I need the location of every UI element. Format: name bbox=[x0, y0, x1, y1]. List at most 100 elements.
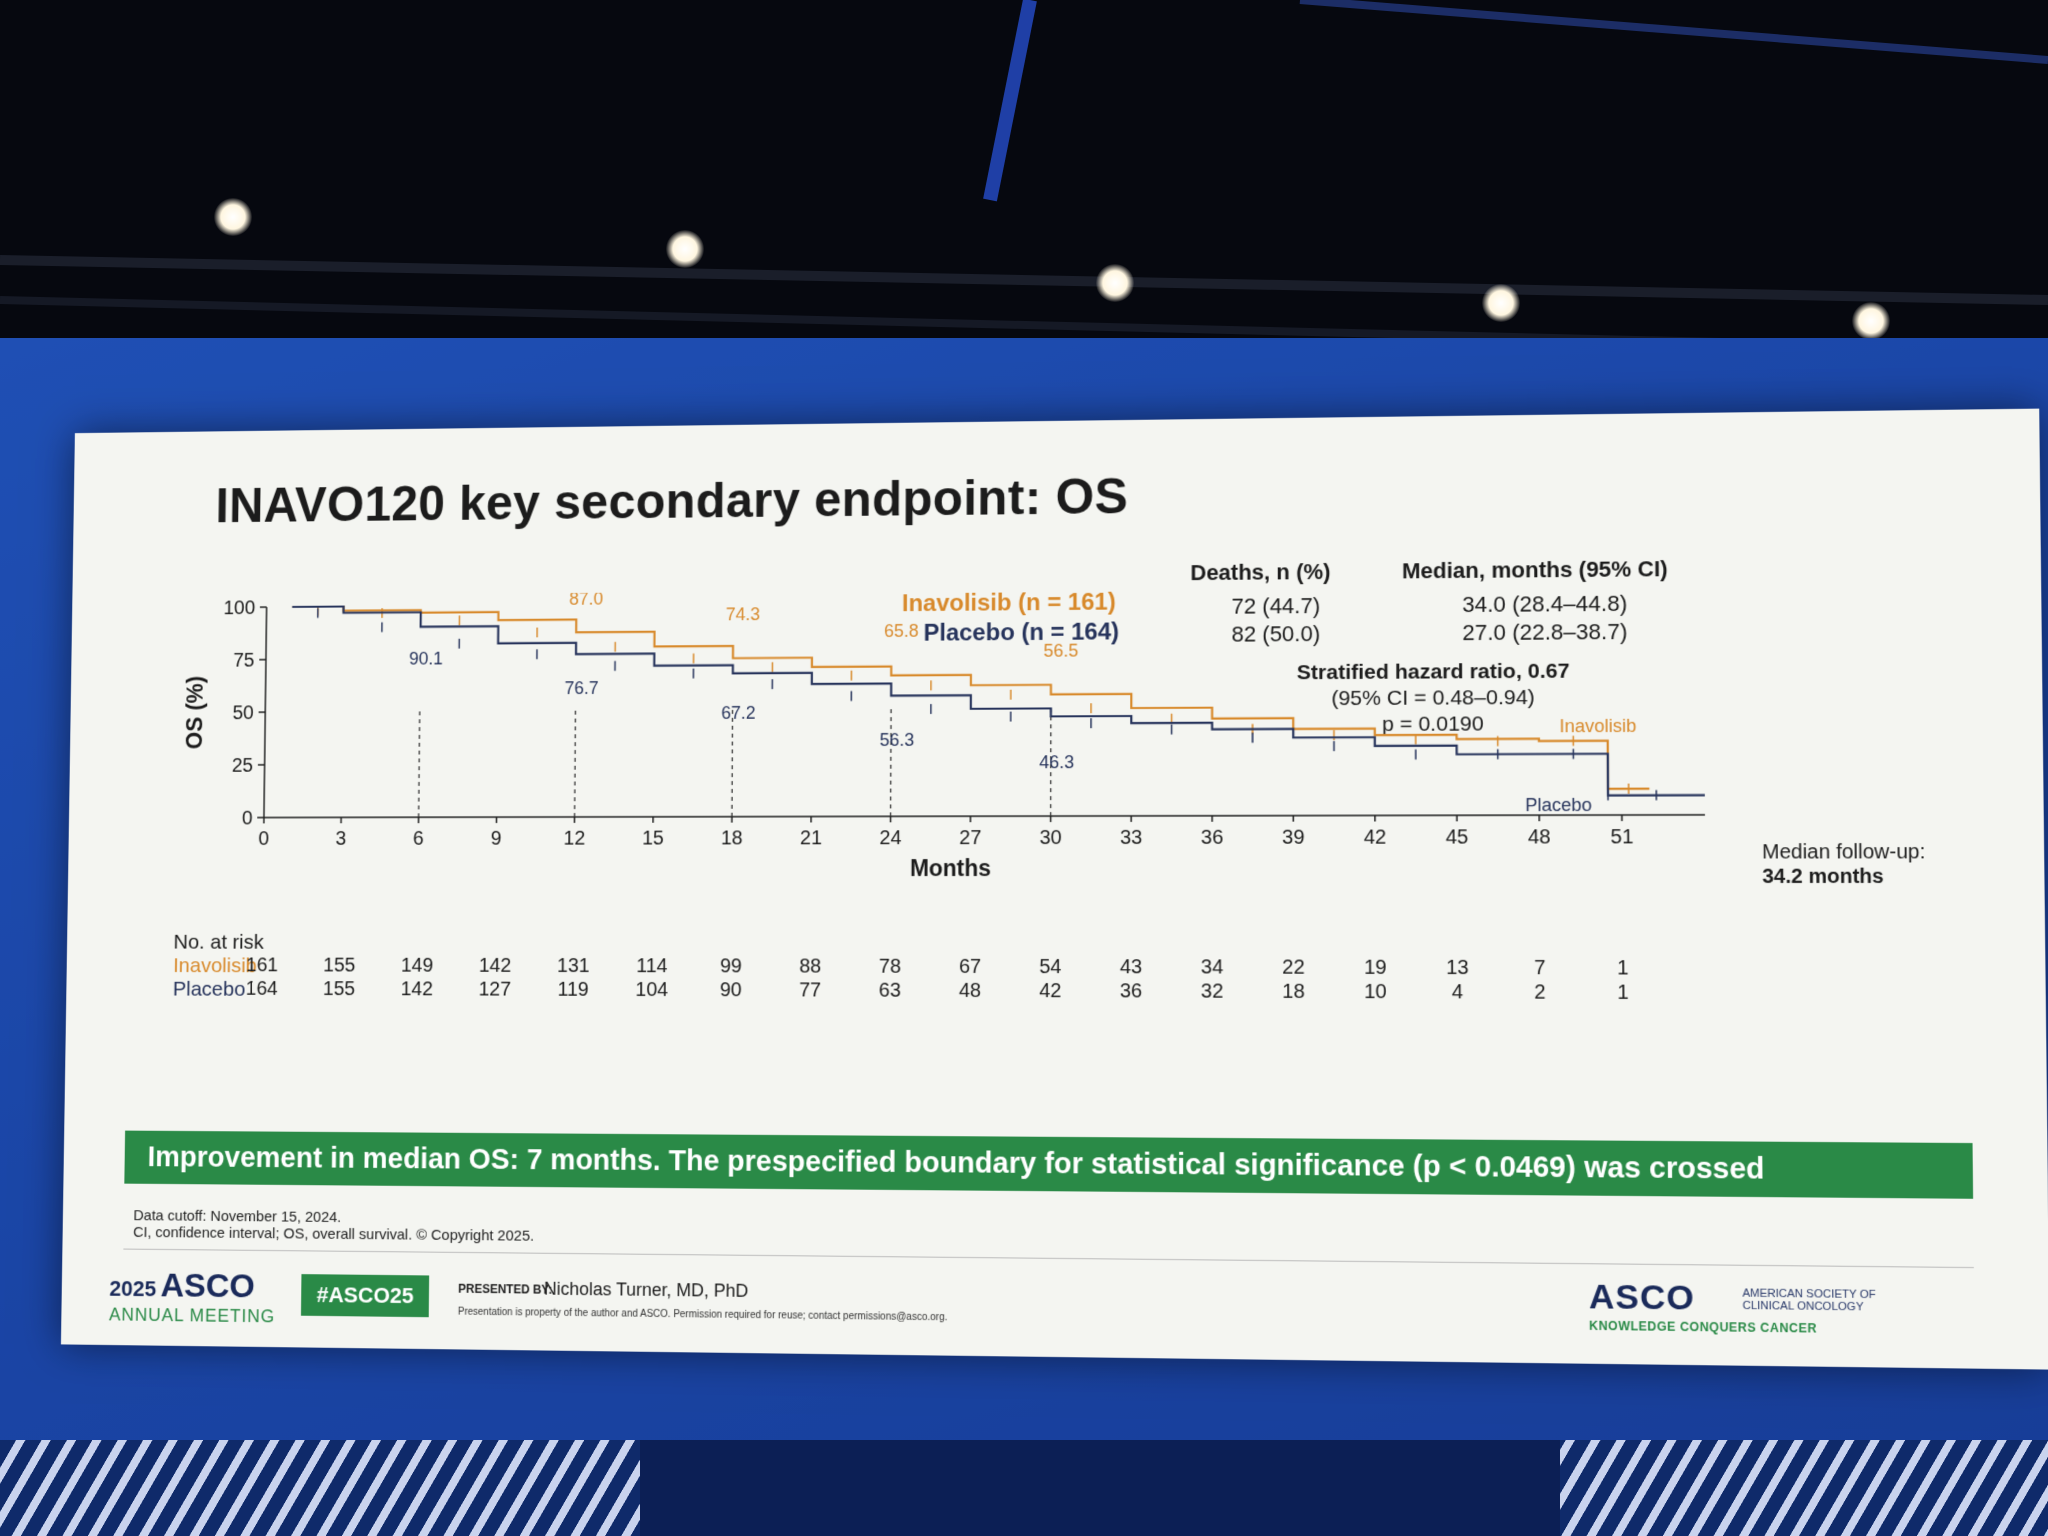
risk-count-inavolisib: 78 bbox=[865, 956, 915, 979]
meeting-year: 2025 bbox=[109, 1276, 156, 1301]
x-tick-label: 9 bbox=[491, 828, 502, 850]
hashtag-badge: #ASCO25 bbox=[301, 1274, 429, 1317]
risk-count-placebo: 164 bbox=[238, 978, 286, 1001]
risk-count-placebo: 2 bbox=[1514, 981, 1565, 1005]
x-tick-label: 18 bbox=[721, 827, 743, 849]
km-curve-placebo bbox=[290, 596, 1705, 798]
y-tick-label: 100 bbox=[223, 597, 255, 619]
property-note: Presentation is property of the author a… bbox=[458, 1307, 948, 1324]
ceiling-light bbox=[214, 198, 252, 236]
presentation-slide: INAVO120 key secondary endpoint: OS Inav… bbox=[61, 409, 2048, 1370]
risk-count-inavolisib: 22 bbox=[1268, 956, 1319, 979]
asco-society-logo: ASCO bbox=[1589, 1278, 1695, 1319]
asco-meeting-logo: 2025 ASCO ANNUAL MEETING bbox=[109, 1266, 276, 1327]
slide-title: INAVO120 key secondary endpoint: OS bbox=[215, 468, 1128, 534]
risk-count-inavolisib: 54 bbox=[1025, 956, 1075, 979]
risk-count-placebo: 142 bbox=[393, 978, 442, 1001]
y-tick-label: 75 bbox=[233, 650, 255, 672]
median-header: Median, months (95% CI) bbox=[1402, 556, 1668, 584]
risk-count-inavolisib: 99 bbox=[706, 955, 755, 978]
landmark-dash bbox=[419, 711, 420, 817]
footer-divider bbox=[123, 1249, 1973, 1269]
risk-count-placebo: 77 bbox=[785, 979, 834, 1002]
meeting-brand: ASCO bbox=[160, 1267, 255, 1306]
risk-count-placebo: 155 bbox=[315, 978, 363, 1001]
risk-count-placebo: 32 bbox=[1187, 980, 1237, 1003]
conclusion-banner: Improvement in median OS: 7 months. The … bbox=[124, 1131, 1973, 1199]
landmark-value-placebo: 56.3 bbox=[880, 729, 915, 749]
ceiling-light bbox=[1852, 302, 1890, 340]
curve-label-inavolisib: Inavolisib bbox=[1559, 715, 1636, 736]
landmark-dash bbox=[732, 710, 733, 817]
x-tick-label: 39 bbox=[1282, 826, 1305, 849]
risk-count-inavolisib: 131 bbox=[549, 955, 598, 978]
risk-count-placebo: 4 bbox=[1432, 981, 1483, 1004]
x-tick-label: 6 bbox=[413, 828, 424, 850]
risk-count-placebo: 42 bbox=[1025, 980, 1075, 1003]
risk-count-inavolisib: 155 bbox=[315, 955, 363, 978]
risk-count-inavolisib: 114 bbox=[627, 955, 676, 978]
ceiling-light bbox=[666, 230, 704, 268]
risk-count-placebo: 36 bbox=[1106, 980, 1156, 1003]
x-tick-label: 42 bbox=[1364, 826, 1387, 849]
x-tick-label: 51 bbox=[1611, 826, 1634, 849]
risk-count-placebo: 48 bbox=[945, 980, 995, 1003]
risk-label-placebo: Placebo bbox=[173, 978, 246, 1002]
x-tick-label: 12 bbox=[564, 827, 586, 849]
asco-society-line2: CLINICAL ONCOLOGY bbox=[1743, 1300, 1864, 1314]
risk-count-placebo: 18 bbox=[1268, 981, 1319, 1004]
x-tick-label: 33 bbox=[1120, 827, 1142, 849]
landmark-value-inavolisib: 74.3 bbox=[726, 604, 761, 624]
x-tick-label: 24 bbox=[879, 827, 901, 849]
meeting-sub: ANNUAL MEETING bbox=[109, 1305, 275, 1328]
risk-count-placebo: 119 bbox=[549, 979, 598, 1002]
os-kaplan-meier-chart: 02550751000 3 6 9 12 15 18 21 24 27 30 33 36 39 42 45 48… bbox=[162, 584, 1752, 919]
risk-count-inavolisib: 142 bbox=[471, 955, 520, 978]
landmark-value-placebo: 46.3 bbox=[1039, 752, 1074, 772]
y-tick-label: 25 bbox=[232, 755, 254, 777]
followup-value: 34.2 months bbox=[1762, 866, 1884, 890]
stage-floor bbox=[640, 1440, 1560, 1536]
risk-count-inavolisib: 43 bbox=[1106, 956, 1156, 979]
risk-count-placebo: 1 bbox=[1597, 981, 1649, 1005]
presenter-name: Nicholas Turner, MD, PhD bbox=[544, 1279, 749, 1302]
landmark-value-inavolisib: 56.5 bbox=[1044, 641, 1079, 661]
x-axis-title: Months bbox=[910, 856, 991, 881]
followup-label: Median follow-up: bbox=[1762, 841, 1925, 865]
landmark-value-placebo: 67.2 bbox=[721, 702, 755, 722]
risk-count-placebo: 127 bbox=[470, 979, 519, 1002]
x-tick-label: 15 bbox=[642, 827, 664, 849]
x-tick-label: 3 bbox=[335, 828, 346, 850]
x-tick-label: 27 bbox=[959, 827, 981, 849]
landmark-value-inavolisib: 87.0 bbox=[569, 589, 603, 609]
risk-count-inavolisib: 1 bbox=[1597, 957, 1649, 981]
y-tick-label: 0 bbox=[242, 808, 253, 830]
x-tick-label: 48 bbox=[1528, 826, 1551, 849]
y-tick-label: 50 bbox=[232, 702, 254, 724]
ceiling-light bbox=[1482, 284, 1520, 322]
footnote-cutoff: Data cutoff: November 15, 2024. bbox=[133, 1207, 341, 1226]
ceiling-light bbox=[1096, 264, 1134, 302]
deaths-header: Deaths, n (%) bbox=[1190, 559, 1330, 586]
risk-count-inavolisib: 34 bbox=[1187, 956, 1237, 979]
presented-by-label: PRESENTED BY: bbox=[458, 1282, 552, 1297]
asco-logo-text: ASCO bbox=[1589, 1278, 1695, 1318]
x-axis bbox=[264, 815, 1705, 818]
risk-count-inavolisib: 7 bbox=[1514, 957, 1565, 980]
risk-count-inavolisib: 88 bbox=[786, 956, 835, 979]
landmark-value-inavolisib: 65.8 bbox=[884, 620, 919, 640]
x-tick-label: 36 bbox=[1201, 826, 1223, 848]
curve-label-placebo: Placebo bbox=[1525, 795, 1592, 816]
landmark-value-placebo: 76.7 bbox=[564, 678, 598, 698]
risk-count-placebo: 10 bbox=[1350, 981, 1401, 1004]
risk-count-inavolisib: 161 bbox=[238, 955, 286, 978]
x-tick-label: 0 bbox=[258, 828, 269, 850]
footnote-abbrev: CI, confidence interval; OS, overall sur… bbox=[133, 1224, 534, 1245]
landmark-dash bbox=[575, 711, 576, 817]
risk-count-placebo: 90 bbox=[706, 979, 755, 1002]
x-tick-label: 21 bbox=[800, 827, 822, 849]
risk-count-inavolisib: 13 bbox=[1432, 957, 1483, 980]
risk-count-inavolisib: 19 bbox=[1350, 957, 1401, 980]
risk-count-placebo: 63 bbox=[865, 980, 915, 1003]
